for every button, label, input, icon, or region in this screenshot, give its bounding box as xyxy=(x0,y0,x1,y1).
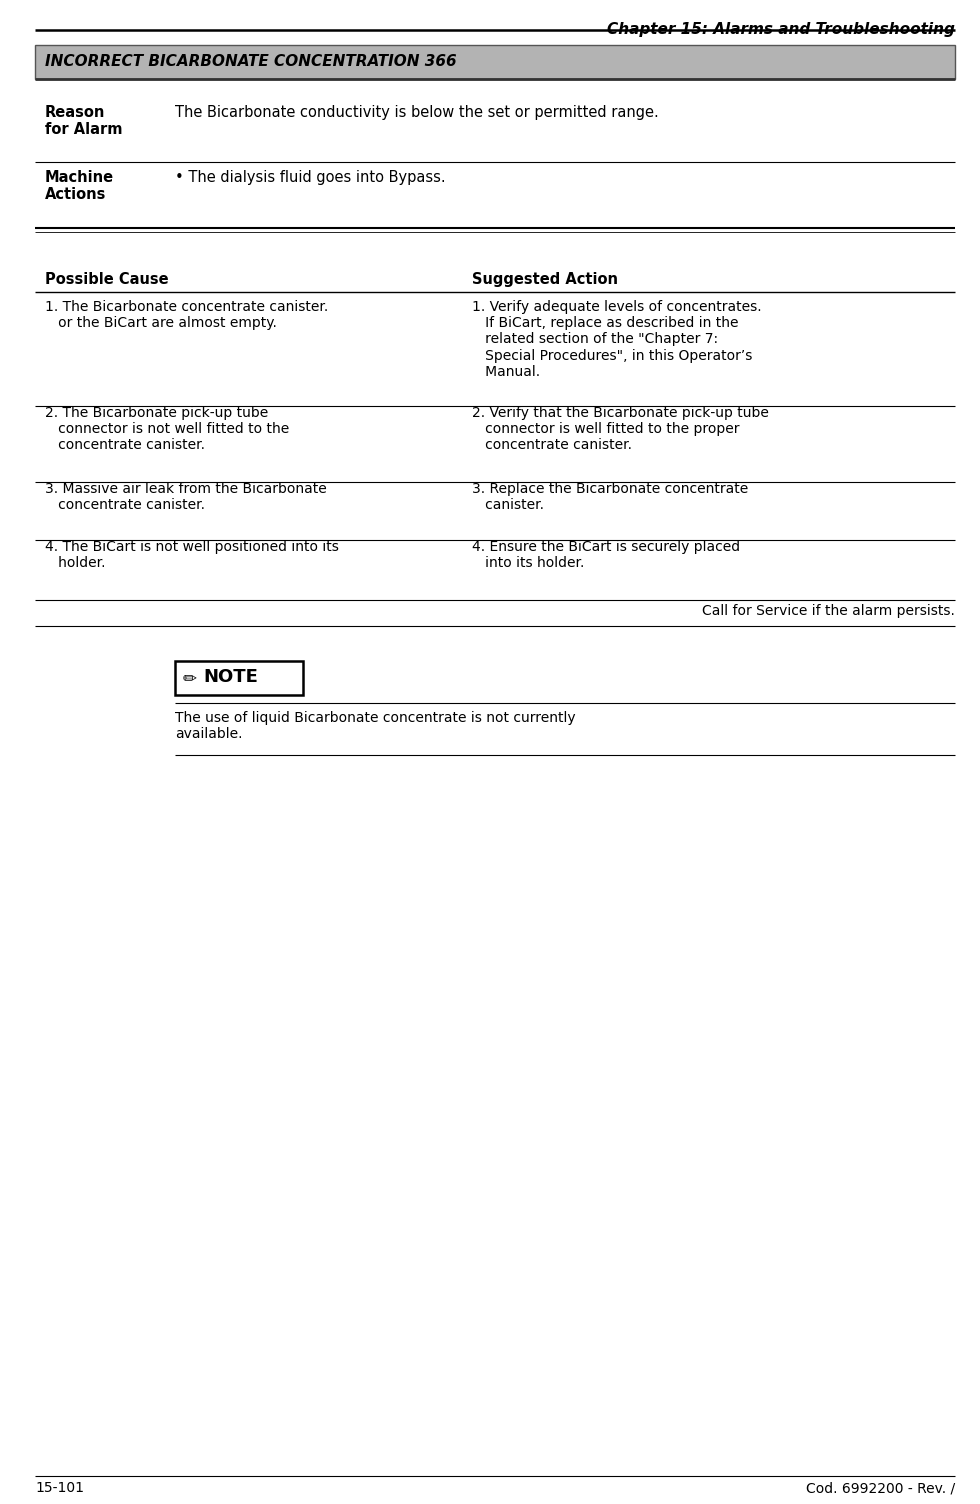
Text: 2. Verify that the Bicarbonate pick-up tube
   connector is well fitted to the p: 2. Verify that the Bicarbonate pick-up t… xyxy=(472,406,769,453)
Text: 2. The Bicarbonate pick-up tube
   connector is not well fitted to the
   concen: 2. The Bicarbonate pick-up tube connecto… xyxy=(45,406,289,453)
Text: Cod. 6992200 - Rev. /: Cod. 6992200 - Rev. / xyxy=(806,1481,955,1495)
Bar xyxy=(35,45,955,80)
Text: Machine
Actions: Machine Actions xyxy=(45,170,114,203)
Text: 15-101: 15-101 xyxy=(35,1481,84,1495)
Text: 1. Verify adequate levels of concentrates.
   If BiCart, replace as described in: 1. Verify adequate levels of concentrate… xyxy=(472,299,761,379)
Text: Chapter 15: Alarms and Troubleshooting: Chapter 15: Alarms and Troubleshooting xyxy=(608,23,955,38)
Text: 3. Massive air leak from the Bicarbonate
   concentrate canister.: 3. Massive air leak from the Bicarbonate… xyxy=(45,481,326,513)
Text: ✏: ✏ xyxy=(183,669,197,687)
Text: The Bicarbonate conductivity is below the set or permitted range.: The Bicarbonate conductivity is below th… xyxy=(175,105,659,120)
Text: NOTE: NOTE xyxy=(203,668,258,686)
Text: • The dialysis fluid goes into Bypass.: • The dialysis fluid goes into Bypass. xyxy=(175,170,446,185)
Text: 4. The BiCart is not well positioned into its
   holder.: 4. The BiCart is not well positioned int… xyxy=(45,540,339,570)
Text: Suggested Action: Suggested Action xyxy=(472,272,618,287)
Bar xyxy=(175,660,303,695)
Text: The use of liquid Bicarbonate concentrate is not currently
available.: The use of liquid Bicarbonate concentrat… xyxy=(175,711,575,741)
Text: 1. The Bicarbonate concentrate canister.
   or the BiCart are almost empty.: 1. The Bicarbonate concentrate canister.… xyxy=(45,299,328,331)
Text: 4. Ensure the BiCart is securely placed
   into its holder.: 4. Ensure the BiCart is securely placed … xyxy=(472,540,740,570)
Text: Call for Service if the alarm persists.: Call for Service if the alarm persists. xyxy=(702,605,955,618)
Text: 3. Replace the Bicarbonate concentrate
   canister.: 3. Replace the Bicarbonate concentrate c… xyxy=(472,481,749,513)
Text: Possible Cause: Possible Cause xyxy=(45,272,169,287)
Text: Reason
for Alarm: Reason for Alarm xyxy=(45,105,122,137)
Text: INCORRECT BICARBONATE CONCENTRATION 366: INCORRECT BICARBONATE CONCENTRATION 366 xyxy=(45,54,457,69)
